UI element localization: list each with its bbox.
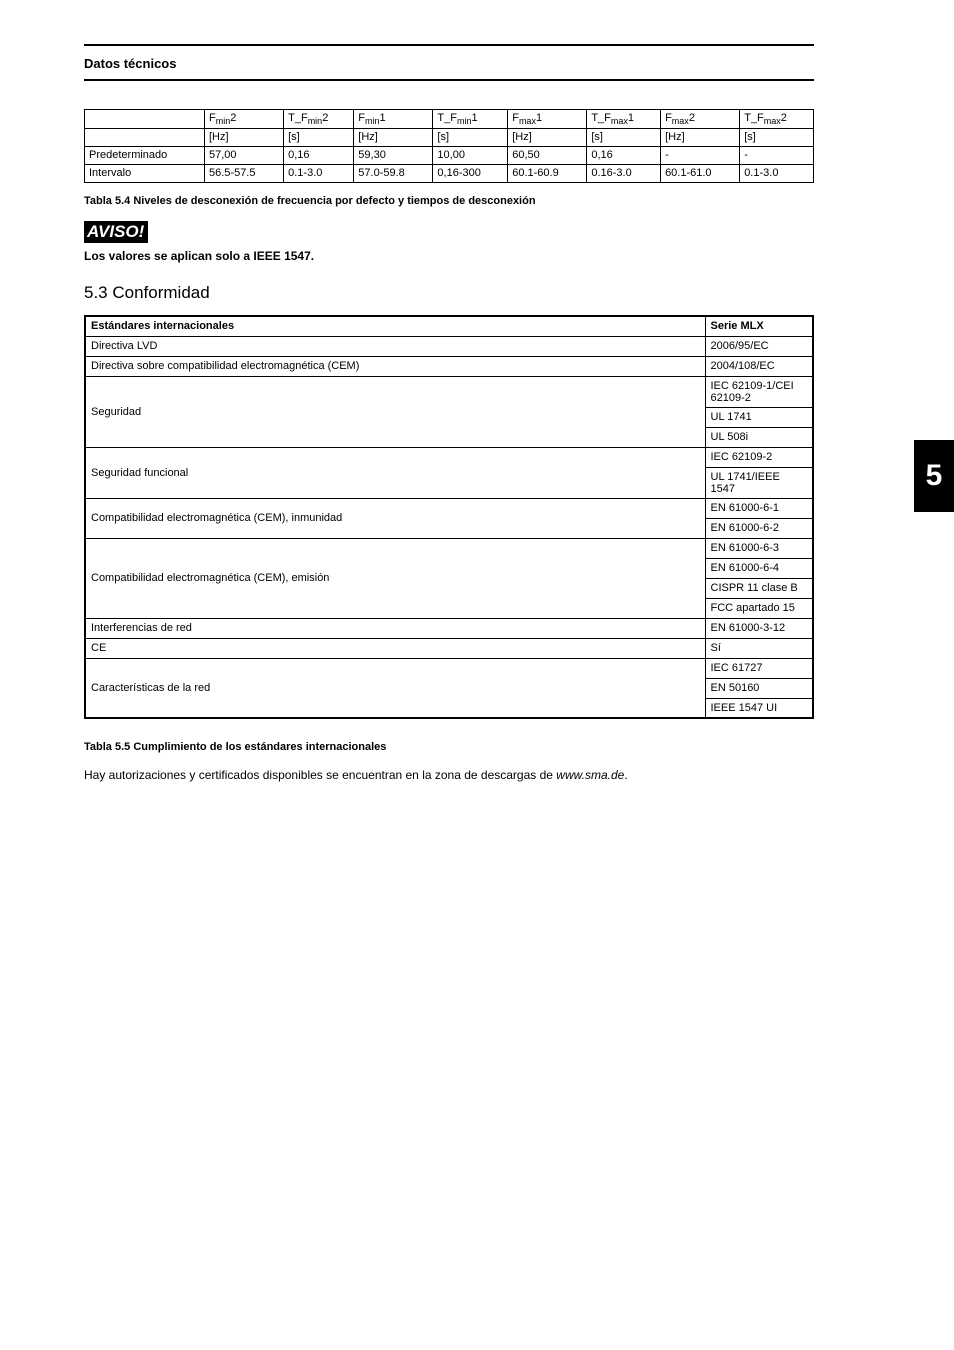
table-cell: EN 61000-6-1 [705, 498, 813, 518]
table-cell: 57,00 [205, 147, 284, 165]
table-cell: - [740, 147, 814, 165]
table-cell: EN 61000-6-2 [705, 518, 813, 538]
table-row: Compatibilidad electromagnética (CEM), e… [85, 538, 813, 558]
table-cell: Sí [705, 638, 813, 658]
table-cell: - [661, 147, 740, 165]
table-cell: 60.1-60.9 [508, 165, 587, 183]
aviso-badge: AVISO! [84, 221, 148, 243]
table-cell: 0,16 [284, 147, 354, 165]
table-row: CESí [85, 638, 813, 658]
row-label: Intervalo [85, 165, 205, 183]
rule-top [84, 44, 814, 46]
col-unit: [Hz] [661, 129, 740, 147]
table-cell: IEEE 1547 UI [705, 698, 813, 718]
col-head: T_Fmax2 [740, 110, 814, 129]
col-head: Fmax2 [661, 110, 740, 129]
table-cell: UL 1741 [705, 407, 813, 427]
table-row: [Hz] [s] [Hz] [s] [Hz] [s] [Hz] [s] [85, 129, 814, 147]
row-label: Predeterminado [85, 147, 205, 165]
table-cell: 0.1-3.0 [284, 165, 354, 183]
table-cell: UL 1741/IEEE 1547 [705, 467, 813, 498]
table-cell: IEC 62109-2 [705, 447, 813, 467]
row-label: Interferencias de red [85, 618, 705, 638]
table-row: Predeterminado 57,000,1659,3010,00 60,50… [85, 147, 814, 165]
table-cell: IEC 61727 [705, 658, 813, 678]
table-row: Características de la redIEC 61727 [85, 658, 813, 678]
table-caption: Tabla 5.5 Cumplimiento de los estándares… [84, 741, 814, 753]
table-cell: 60.1-61.0 [661, 165, 740, 183]
col-unit: [s] [284, 129, 354, 147]
col-head: Estándares internacionales [85, 316, 705, 336]
table-cell: EN 61000-6-3 [705, 538, 813, 558]
table-cell: 0.1-3.0 [740, 165, 814, 183]
row-label: Directiva sobre compatibilidad electroma… [85, 356, 705, 376]
table-cell: CISPR 11 clase B [705, 578, 813, 598]
table-cell: EN 61000-3-12 [705, 618, 813, 638]
col-unit: [Hz] [354, 129, 433, 147]
table-cell: 10,00 [433, 147, 508, 165]
aviso-text: Los valores se aplican solo a IEEE 1547. [84, 249, 814, 263]
body-text: Hay autorizaciones y certificados dispon… [84, 767, 814, 784]
table-row: Fmin2 T_Fmin2 Fmin1 T_Fmin1 Fmax1 T_Fmax… [85, 110, 814, 129]
table-cell: 57.0-59.8 [354, 165, 433, 183]
table-cell: 0.16-3.0 [587, 165, 661, 183]
row-label: Compatibilidad electromagnética (CEM), e… [85, 538, 705, 618]
table-cell: IEC 62109-1/CEI 62109-2 [705, 376, 813, 407]
table-standards: Estándares internacionales Serie MLX Dir… [84, 315, 814, 719]
table-cell: 2004/108/EC [705, 356, 813, 376]
col-head: T_Fmin2 [284, 110, 354, 129]
col-head: T_Fmax1 [587, 110, 661, 129]
table-cell: 56.5-57.5 [205, 165, 284, 183]
col-unit: [s] [740, 129, 814, 147]
table-cell: EN 61000-6-4 [705, 558, 813, 578]
col-unit: [Hz] [205, 129, 284, 147]
row-label: Características de la red [85, 658, 705, 718]
col-unit: [s] [587, 129, 661, 147]
row-label: Seguridad funcional [85, 447, 705, 498]
table-cell: 0,16-300 [433, 165, 508, 183]
table-row: Intervalo 56.5-57.50.1-3.057.0-59.80,16-… [85, 165, 814, 183]
table-row: Directiva sobre compatibilidad electroma… [85, 356, 813, 376]
table-cell: EN 50160 [705, 678, 813, 698]
row-label: Compatibilidad electromagnética (CEM), i… [85, 498, 705, 538]
table-row: Estándares internacionales Serie MLX [85, 316, 813, 336]
col-unit: [s] [433, 129, 508, 147]
col-head: Serie MLX [705, 316, 813, 336]
section-header: Datos técnicos [84, 56, 814, 71]
side-tab: 5 [914, 440, 954, 512]
table-cell: 59,30 [354, 147, 433, 165]
row-label: Seguridad [85, 376, 705, 447]
row-label: CE [85, 638, 705, 658]
table-frequency: Fmin2 T_Fmin2 Fmin1 T_Fmin1 Fmax1 T_Fmax… [84, 109, 814, 183]
table-cell: 0,16 [587, 147, 661, 165]
table-row: SeguridadIEC 62109-1/CEI 62109-2 [85, 376, 813, 407]
table-row: Seguridad funcionalIEC 62109-2 [85, 447, 813, 467]
table-cell: FCC apartado 15 [705, 598, 813, 618]
heading-5-3: 5.3 Conformidad [84, 283, 814, 303]
col-head: Fmin2 [205, 110, 284, 129]
table-cell: UL 508i [705, 427, 813, 447]
col-head: Fmin1 [354, 110, 433, 129]
table-row: Compatibilidad electromagnética (CEM), i… [85, 498, 813, 518]
row-label: Directiva LVD [85, 336, 705, 356]
table-cell: 2006/95/EC [705, 336, 813, 356]
table-caption: Tabla 5.4 Niveles de desconexión de frec… [84, 195, 814, 207]
col-unit: [Hz] [508, 129, 587, 147]
table-row: Interferencias de redEN 61000-3-12 [85, 618, 813, 638]
col-head: Fmax1 [508, 110, 587, 129]
table-row: Directiva LVD2006/95/EC [85, 336, 813, 356]
table-cell: 60,50 [508, 147, 587, 165]
col-head: T_Fmin1 [433, 110, 508, 129]
